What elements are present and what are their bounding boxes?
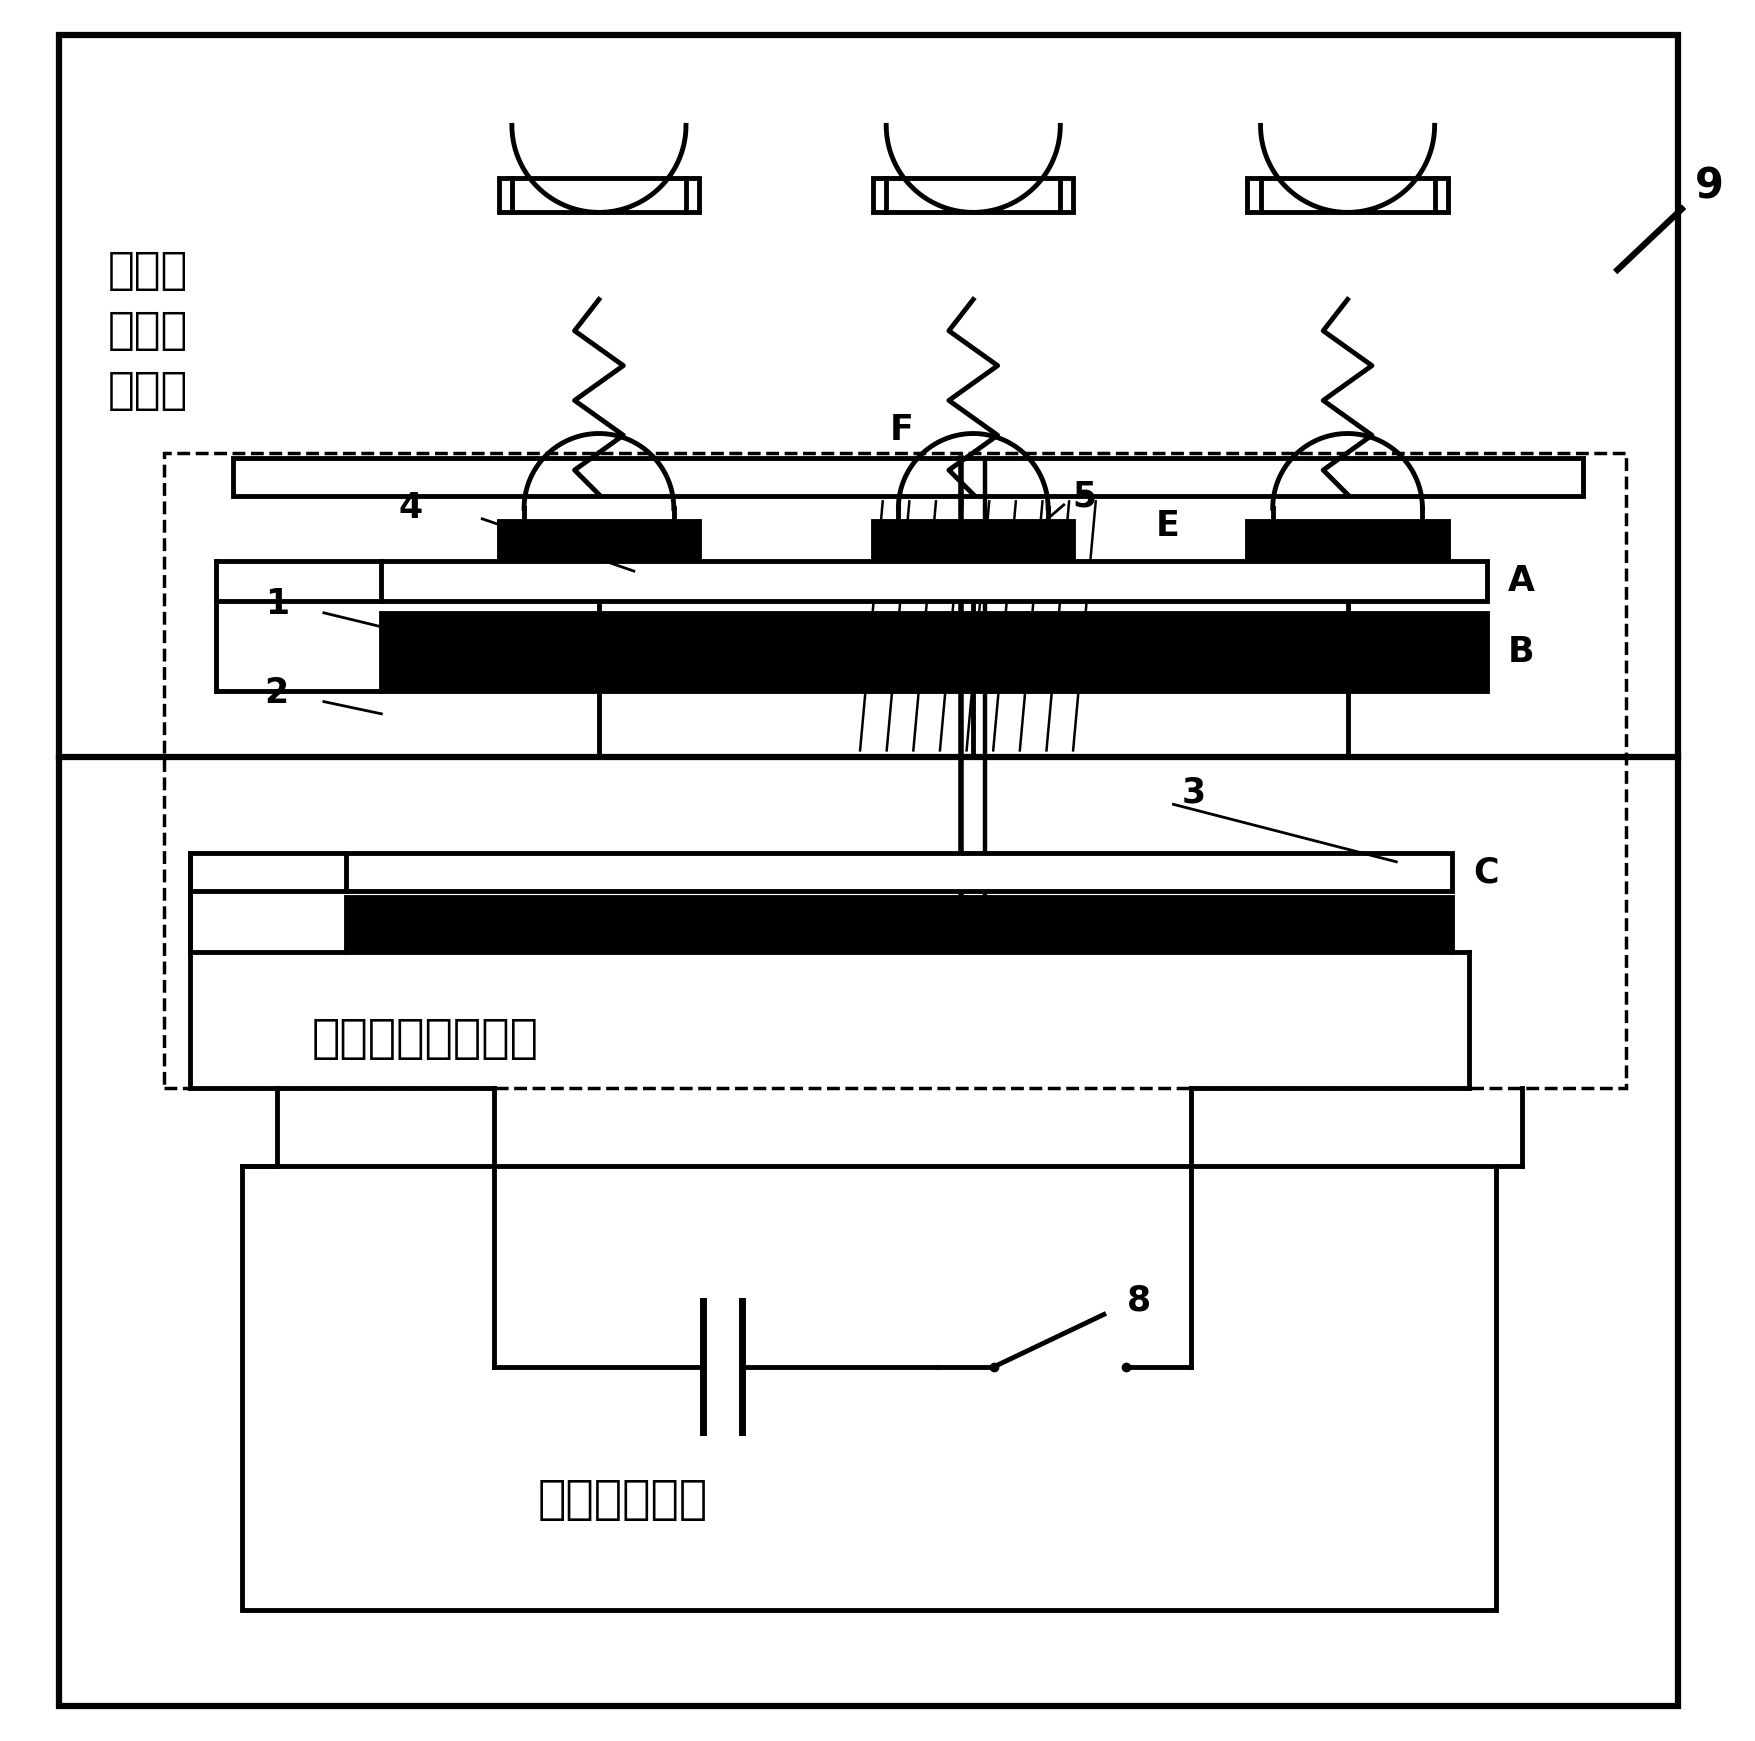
Text: 1: 1: [265, 587, 290, 622]
Bar: [1248, 521, 1448, 569]
Text: 4: 4: [398, 491, 423, 526]
Text: 励磁控制模块: 励磁控制模块: [539, 1478, 709, 1523]
Bar: [381, 613, 1486, 691]
Text: D: D: [458, 648, 490, 682]
Text: F: F: [890, 413, 913, 447]
Text: B: B: [1508, 635, 1534, 669]
Text: 8: 8: [1127, 1283, 1151, 1318]
Text: E: E: [1157, 508, 1179, 543]
Text: 2: 2: [265, 676, 290, 710]
Text: G: G: [834, 648, 865, 682]
Text: A: A: [1508, 564, 1534, 597]
Bar: [346, 897, 1451, 952]
Bar: [498, 521, 698, 569]
Bar: [346, 853, 1451, 891]
Bar: [242, 1166, 1495, 1610]
Text: 3: 3: [1183, 775, 1206, 810]
Bar: [1248, 178, 1448, 212]
Bar: [498, 178, 698, 212]
Text: 双向涡流斥力机构: 双向涡流斥力机构: [312, 1017, 539, 1062]
Text: 三相双
断点触
头系统: 三相双 断点触 头系统: [109, 249, 188, 413]
Bar: [381, 561, 1486, 601]
Text: 9: 9: [1695, 165, 1723, 207]
Bar: [233, 458, 1583, 496]
Bar: [874, 521, 1074, 569]
Bar: [874, 178, 1074, 212]
Bar: [163, 453, 1627, 1088]
Text: C: C: [1472, 855, 1499, 890]
Text: 5: 5: [1072, 479, 1097, 514]
